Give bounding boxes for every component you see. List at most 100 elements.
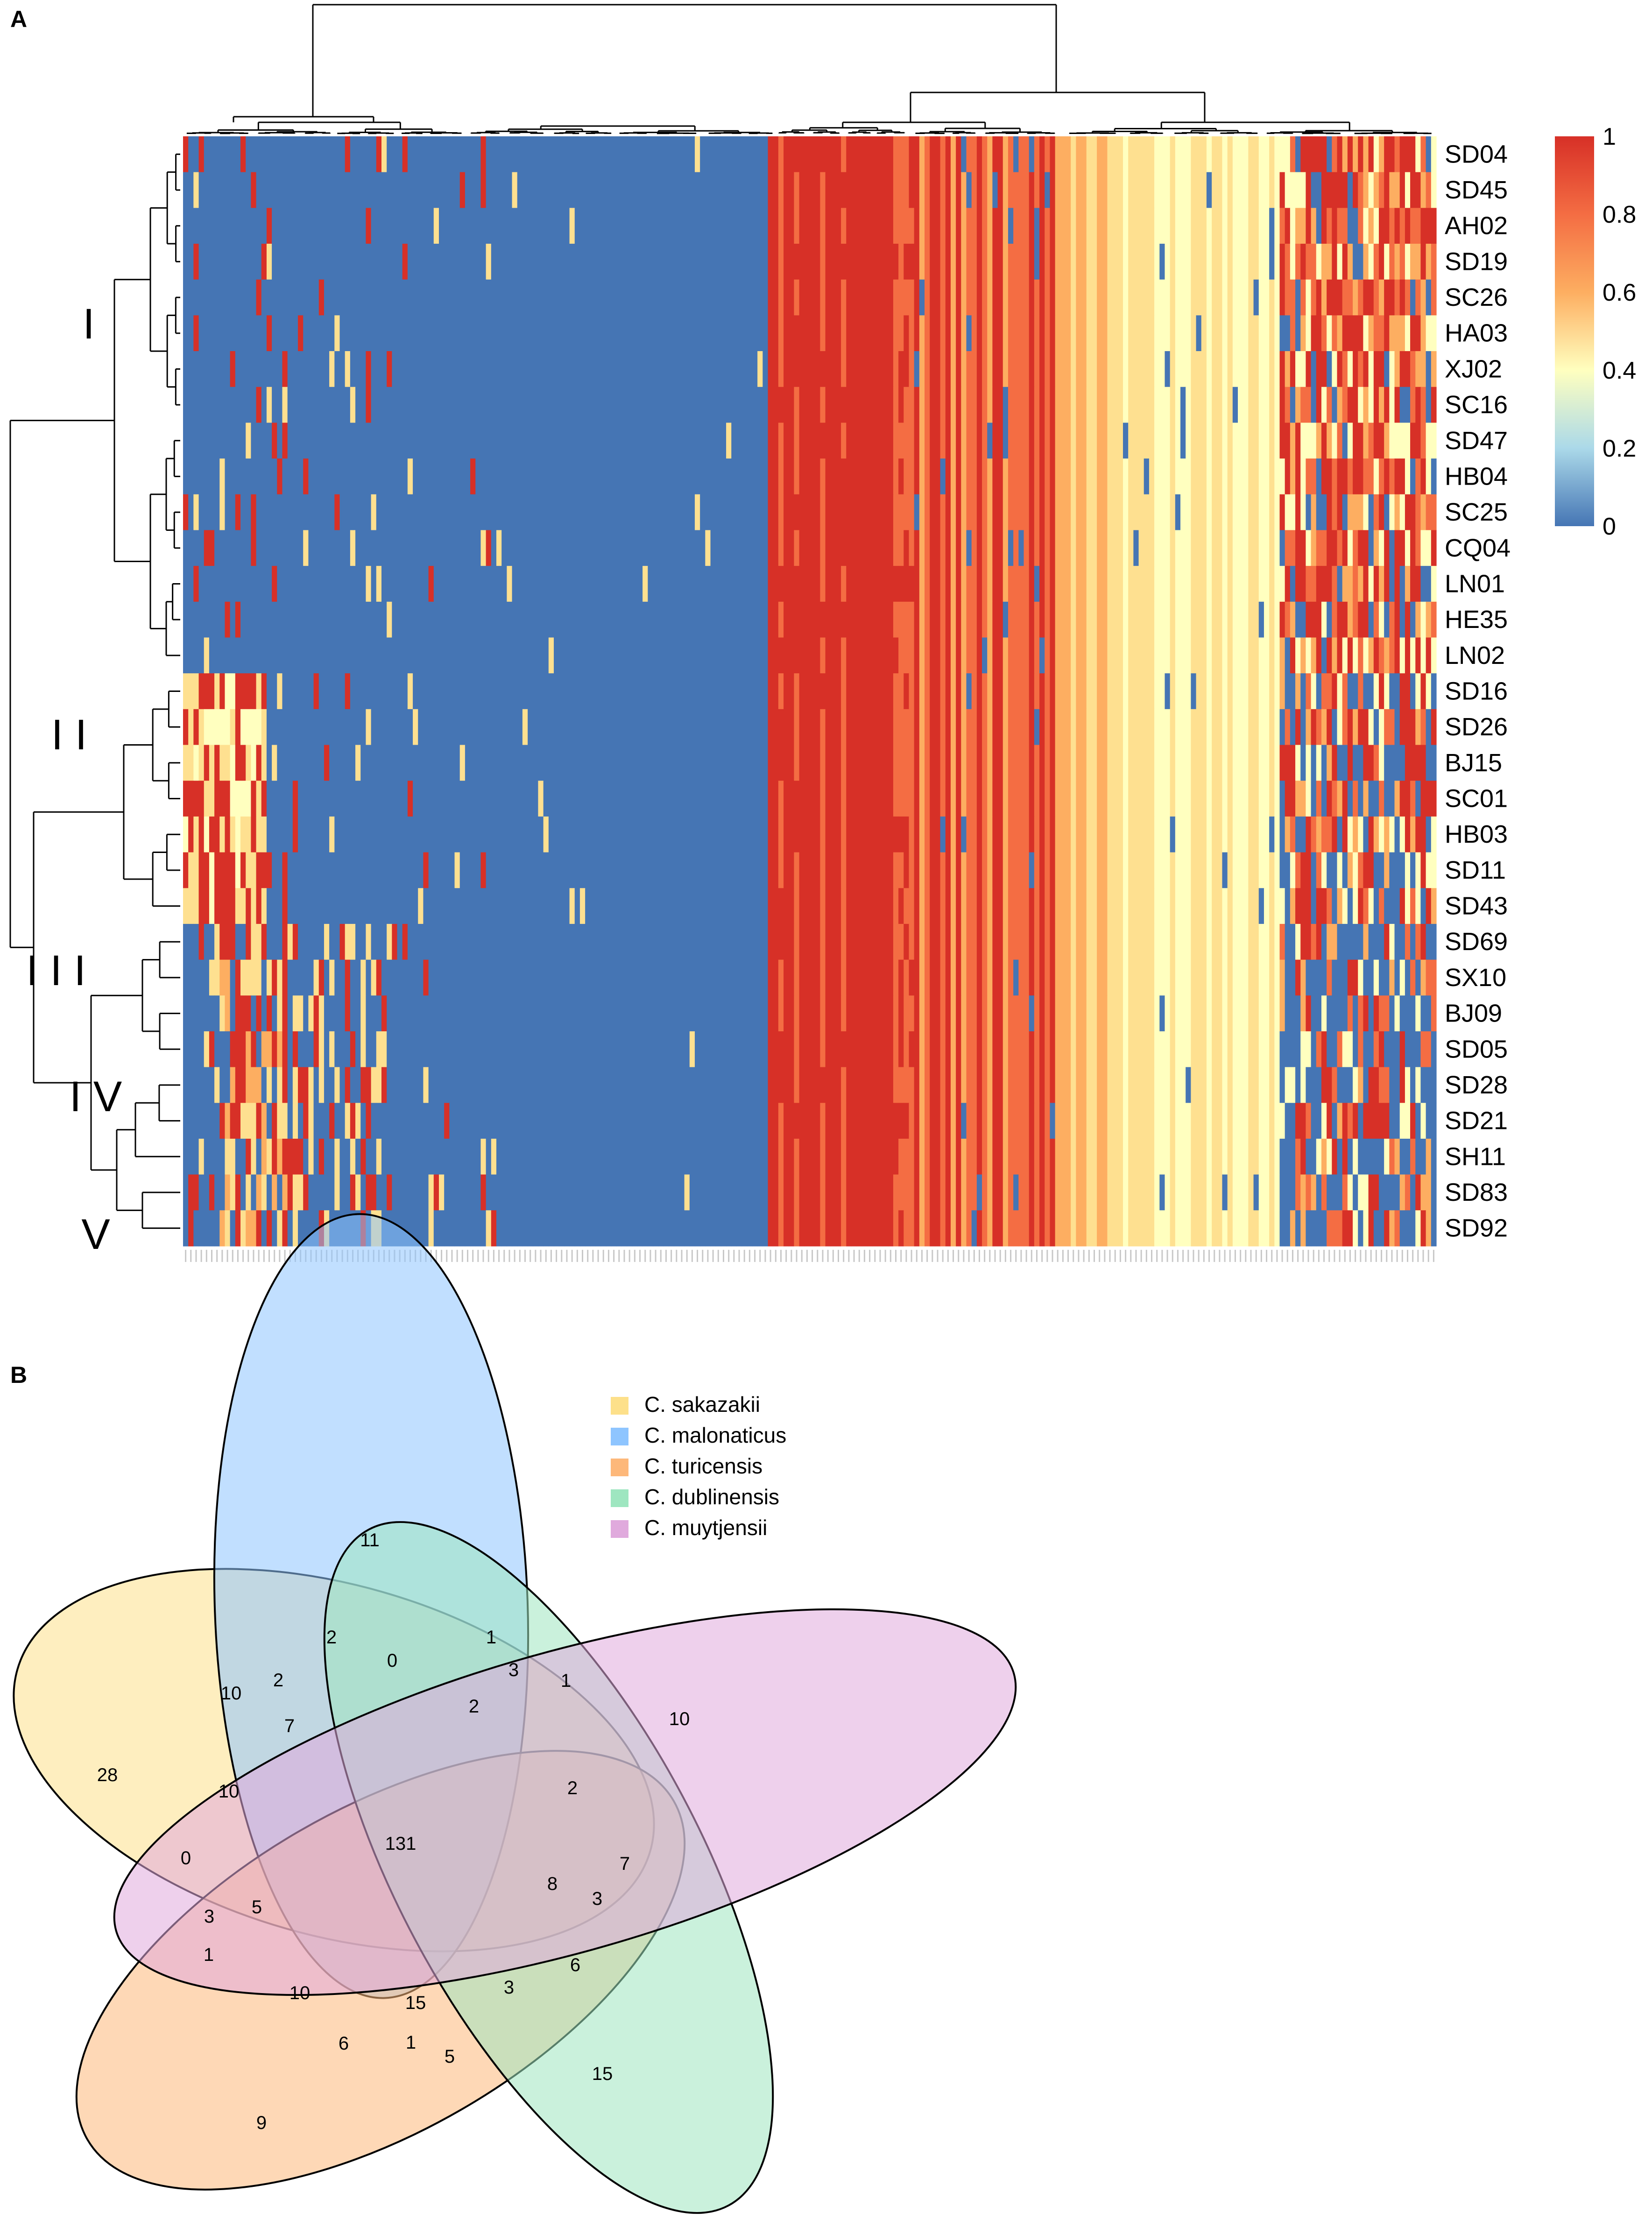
heatmap-cell [1248,172,1254,208]
heatmap-cell [997,244,1003,280]
heatmap-cell [794,530,800,566]
heatmap-cell [219,279,226,316]
heatmap-cell [773,781,779,817]
heatmap-cell [402,458,408,495]
heatmap-cell [904,208,910,244]
heatmap-cell [334,351,340,388]
heatmap-cell [930,781,935,817]
heatmap-cell [569,136,575,173]
heatmap-cell [757,136,763,173]
heatmap-cell [360,816,367,853]
heatmap-cell [1180,566,1186,602]
heatmap-cell [418,601,424,638]
heatmap-cell [1290,781,1296,817]
heatmap-cell [204,709,210,746]
heatmap-cell [925,351,930,388]
heatmap-cell [219,709,226,746]
heatmap-cell [355,244,361,280]
heatmap-cell [1144,458,1150,495]
heatmap-cell [355,673,361,710]
heatmap-cell [1248,530,1254,566]
heatmap-cell [1405,244,1411,280]
heatmap-cell [940,709,946,746]
heatmap-cell [1431,315,1437,352]
heatmap-cell [1107,745,1113,781]
heatmap-cell [1227,208,1233,244]
heatmap-cell [256,816,262,853]
heatmap-cell [919,673,925,710]
heatmap-cell [1055,530,1061,566]
heatmap-cell [935,136,941,173]
heatmap-cell [830,458,836,495]
heatmap-cell [1243,673,1249,710]
heatmap-cell [1253,458,1259,495]
heatmap-cell [1002,530,1009,566]
heatmap-cell [1097,601,1102,638]
heatmap-cell [579,279,586,316]
heatmap-cell [648,673,654,710]
heatmap-cell [1196,279,1202,316]
heatmap-cell [971,172,977,208]
heatmap-cell [1321,315,1327,352]
heatmap-cell [454,136,460,173]
heatmap-cell [1405,387,1411,423]
heatmap-cell [1248,781,1254,817]
heatmap-cell [919,494,925,531]
heatmap-cell [418,351,424,388]
heatmap-cell [1117,637,1123,674]
heatmap-cell [454,315,460,352]
heatmap-cell [387,781,392,817]
heatmap-cell [1065,279,1071,316]
heatmap-cell [1102,601,1108,638]
heatmap-cell [1347,423,1353,459]
heatmap-cell [470,673,476,710]
heatmap-cell [1232,244,1238,280]
heatmap-cell [1358,208,1364,244]
heatmap-cell [1024,745,1030,781]
heatmap-cell [277,351,283,388]
heatmap-cell [459,351,466,388]
heatmap-cell [459,781,466,817]
heatmap-cell [303,244,309,280]
heatmap-cell [496,601,502,638]
heatmap-cell [1358,423,1364,459]
heatmap-cell [1264,315,1270,352]
heatmap-cell [512,566,518,602]
heatmap-cell [888,530,894,566]
heatmap-cell [183,351,189,388]
heatmap-cell [1321,601,1327,638]
heatmap-cell [339,351,346,388]
heatmap-cell [621,745,628,781]
heatmap-cell [846,315,852,352]
heatmap-cell [428,601,434,638]
heatmap-cell [856,637,862,674]
heatmap-cell [538,601,544,638]
heatmap-cell [501,709,507,746]
heatmap-cell [261,745,267,781]
heatmap-cell [486,315,492,352]
heatmap-cell [1112,387,1118,423]
heatmap-cell [705,494,711,531]
heatmap-cell [1018,172,1024,208]
heatmap-cell [240,673,246,710]
heatmap-cell [486,781,492,817]
heatmap-cell [559,244,565,280]
heatmap-cell [1269,387,1275,423]
heatmap-cell [653,423,659,459]
heatmap-cell [1347,494,1353,531]
heatmap-cell [209,566,215,602]
heatmap-cell [872,494,878,531]
heatmap-cell [835,530,841,566]
heatmap-cell [1206,601,1212,638]
heatmap-cell [606,745,612,781]
heatmap-cell [277,745,283,781]
heatmap-cell [235,315,241,352]
heatmap-cell [1217,423,1223,459]
heatmap-cell [1415,279,1421,316]
heatmap-cell [846,673,852,710]
heatmap-cell [1154,745,1160,781]
heatmap-cell [1327,637,1332,674]
heatmap-cell [1201,136,1207,173]
heatmap-cell [298,387,304,423]
heatmap-cell [710,709,716,746]
